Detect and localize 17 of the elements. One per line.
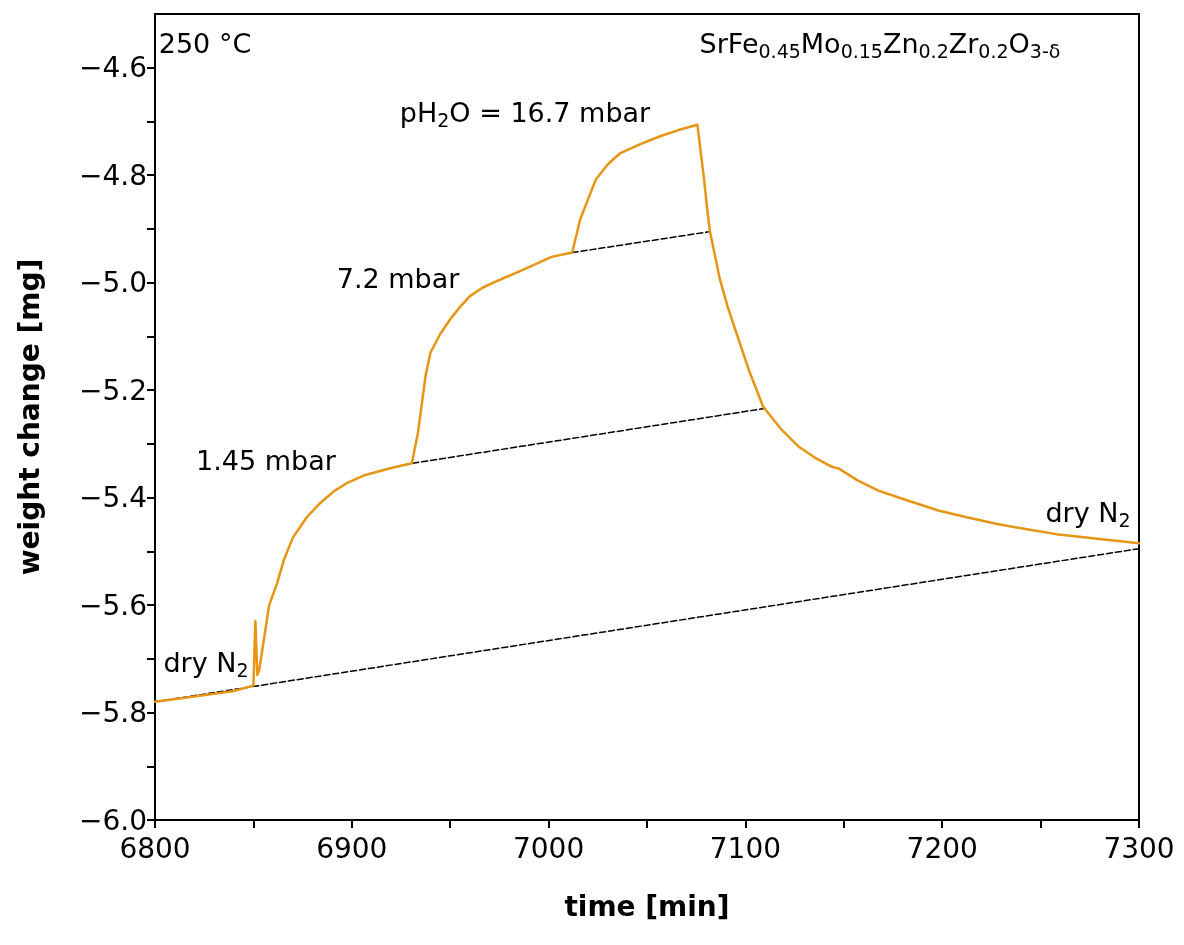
y-tick-label: −5.2 — [79, 373, 147, 407]
y-tick-label: −4.6 — [79, 51, 147, 85]
annotation: 250 °C — [158, 27, 252, 59]
y-axis-title: weight change [mg] — [12, 258, 46, 576]
y-tick-label: −5.4 — [79, 481, 147, 515]
y-tick-label: −4.8 — [79, 158, 147, 192]
x-tick-label: 7000 — [512, 831, 585, 865]
x-tick-label: 7100 — [709, 831, 782, 865]
x-tick-label: 7200 — [906, 831, 978, 865]
x-tick-label: 7300 — [1103, 831, 1175, 865]
x-tick-label: 6900 — [316, 831, 388, 865]
x-axis-title: time [min] — [564, 889, 730, 923]
y-tick-label: −5.6 — [79, 588, 147, 622]
y-tick-label: −5.8 — [79, 696, 147, 730]
y-tick-label: −5.0 — [79, 266, 147, 300]
annotation: 1.45 mbar — [196, 444, 337, 476]
annotation: 7.2 mbar — [336, 262, 461, 294]
